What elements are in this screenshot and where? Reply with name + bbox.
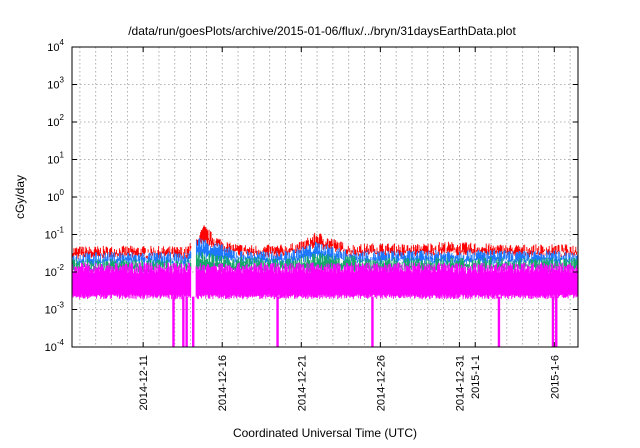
y-axis: 10-4 10-3 10-2 10-1 100 101 102 103 104 bbox=[45, 38, 578, 354]
y-tick-label: 10-1 bbox=[45, 226, 65, 242]
y-tick-label: 101 bbox=[47, 151, 64, 167]
y-tick-label: 103 bbox=[47, 76, 64, 92]
y-tick-label: 10-3 bbox=[45, 301, 65, 317]
y-tick-label: 100 bbox=[47, 188, 64, 204]
y-axis-label: cGy/day bbox=[13, 175, 27, 219]
magenta-dip bbox=[371, 296, 374, 347]
y-tick-label: 10-2 bbox=[45, 263, 65, 279]
x-tick-label: 2014-12-31 bbox=[454, 355, 466, 411]
magenta-dip bbox=[497, 296, 501, 347]
x-tick-label: 2015-1-1 bbox=[470, 355, 482, 399]
x-axis: 2014-12-11 2014-12-16 2014-12-21 2014-12-26… bbox=[138, 47, 561, 411]
magenta-dip bbox=[192, 296, 195, 347]
magenta-dip bbox=[185, 296, 188, 347]
chart-title: /data/run/goesPlots/archive/2015-01-06/f… bbox=[128, 24, 516, 38]
magenta-dip bbox=[551, 296, 555, 347]
series-magenta-band bbox=[72, 262, 579, 300]
x-tick-label: 2014-12-21 bbox=[296, 355, 308, 411]
x-axis-label: Coordinated Universal Time (UTC) bbox=[233, 426, 417, 440]
y-tick-label: 102 bbox=[47, 113, 64, 129]
x-tick-label: 2014-12-16 bbox=[217, 355, 229, 411]
magenta-dip bbox=[276, 296, 279, 347]
x-tick-label: 2015-1-6 bbox=[549, 355, 561, 399]
y-tick-label: 10-4 bbox=[45, 338, 65, 354]
magenta-dip bbox=[555, 296, 558, 347]
magenta-dip bbox=[172, 296, 175, 347]
y-tick-label: 104 bbox=[47, 38, 64, 54]
x-tick-label: 2014-12-11 bbox=[138, 355, 150, 410]
magenta-dip bbox=[182, 296, 185, 347]
x-tick-label: 2014-12-26 bbox=[375, 355, 387, 411]
